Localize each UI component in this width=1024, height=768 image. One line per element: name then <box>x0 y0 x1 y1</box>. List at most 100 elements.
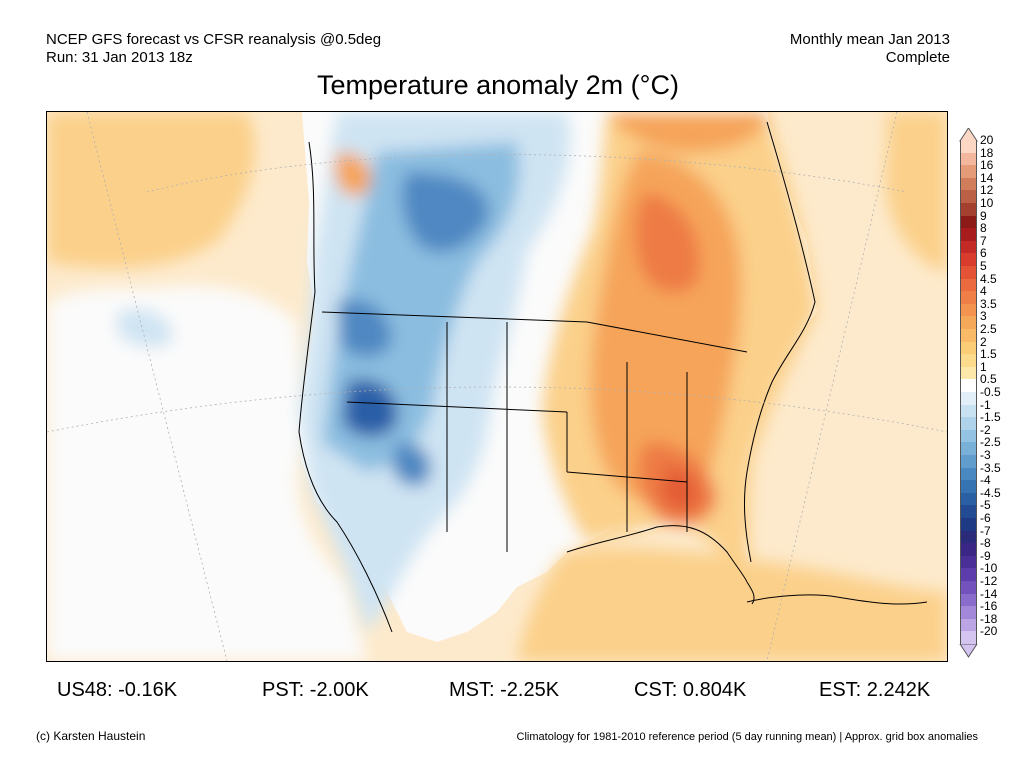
colorbar-label: 1 <box>980 359 987 374</box>
header-right: Monthly mean Jan 2013 Complete <box>790 31 950 67</box>
colorbar-label: 12 <box>980 183 994 198</box>
copyright: (c) Karsten Haustein <box>36 729 146 743</box>
colorbar-label: -3 <box>980 448 991 462</box>
colorbar-label: -14 <box>980 586 998 601</box>
colorbar-cell <box>960 606 977 620</box>
colorbar-label: 2.5 <box>980 322 997 336</box>
period-info: Monthly mean Jan 2013 <box>789 31 950 48</box>
colorbar-label: -4 <box>980 473 991 488</box>
colorbar-cell <box>960 492 977 506</box>
colorbar-cell <box>960 266 977 280</box>
colorbar-label: 18 <box>980 145 994 160</box>
colorbar-label: -20 <box>980 624 998 639</box>
colorbar-label: 9 <box>980 208 987 223</box>
colorbar-label: -12 <box>980 574 998 588</box>
colorbar-label: 3.5 <box>980 296 997 311</box>
map-canvas <box>47 112 947 661</box>
colorbar-cell <box>960 530 977 544</box>
colorbar-cell <box>960 379 977 393</box>
colorbar-cell <box>960 505 977 519</box>
colorbar-cell <box>960 404 977 418</box>
colorbar-cell <box>960 618 977 632</box>
colorbar-cell <box>960 442 977 456</box>
colorbar-cell <box>960 316 977 330</box>
colorbar-cell <box>960 303 977 317</box>
colorbar-cell <box>960 354 977 368</box>
colorbar-cell <box>960 429 977 443</box>
land-anomaly-field <box>299 112 947 661</box>
colorbar-label: 8 <box>980 221 987 236</box>
colorbar-cell <box>960 253 977 267</box>
stat-us48: US48: -0.16K <box>57 679 178 701</box>
colorbar-label: 2 <box>980 334 987 349</box>
colorbar-cell <box>960 329 977 343</box>
colorbar-label: -18 <box>980 611 998 626</box>
pacific-anomaly-field <box>47 112 947 661</box>
colorbar-label: -7 <box>980 523 991 538</box>
colorbar-label: -10 <box>980 561 998 576</box>
coastline-overlay <box>298 121 928 633</box>
colorbar-cell <box>960 140 977 154</box>
map-title: Temperature anomaly 2m (°C) <box>317 70 679 100</box>
colorbar-cell <box>960 555 977 569</box>
colorbar-cell <box>960 203 977 217</box>
stat-mst: MST: -2.25K <box>449 679 560 701</box>
colorbar-cell <box>960 417 977 431</box>
colorbar-label: -4.5 <box>980 485 1001 500</box>
colorbar-cell <box>960 467 977 481</box>
colorbar-cell <box>960 190 977 204</box>
colorbar-cell <box>960 240 977 254</box>
colorbar-label: 7 <box>980 233 987 248</box>
stat-est: EST: 2.242K <box>819 679 931 701</box>
colorbar-cell <box>960 215 977 229</box>
colorbar-cell <box>960 455 977 469</box>
colorbar-cell <box>960 228 977 242</box>
run-info: Run: 31 Jan 2013 18z <box>46 49 193 66</box>
colorbar-label: -2.5 <box>980 435 1001 450</box>
colorbar-cell <box>960 341 977 355</box>
colorbar-label: 20 <box>980 133 994 147</box>
colorbar-cell <box>960 518 977 532</box>
colorbar-cell <box>960 593 977 607</box>
colorbar-label: 4 <box>980 284 987 299</box>
colorbar-label: 6 <box>980 246 987 261</box>
colorbar-label: -6 <box>980 511 991 525</box>
colorbar-cell <box>960 543 977 557</box>
colorbar-cell <box>960 581 977 595</box>
colorbar-label: -16 <box>980 599 998 614</box>
colorbar-cell <box>960 480 977 494</box>
colorbar-label: 4.5 <box>980 271 997 286</box>
colorbar-cell <box>960 177 977 191</box>
colorbar-cell <box>960 165 977 179</box>
colorbar-cell <box>960 392 977 406</box>
colorbar-label: 1.5 <box>980 347 997 362</box>
colorbar-label: 5 <box>980 259 987 273</box>
colorbar-label: 10 <box>980 196 994 210</box>
stat-cst: CST: 0.804K <box>634 679 747 701</box>
colorbar-cell <box>960 278 977 292</box>
status-info: Complete <box>885 49 950 66</box>
colorbar-label: -9 <box>980 548 991 563</box>
colorbar-label: 0.5 <box>980 372 997 387</box>
colorbar-bottom-arrow <box>959 644 978 658</box>
colorbar-label: -5 <box>980 498 991 513</box>
colorbar-label: -2 <box>980 422 991 437</box>
colorbar-label: -0.5 <box>980 385 1001 399</box>
colorbar-cell <box>960 568 977 582</box>
colorbar-cell <box>960 152 977 166</box>
colorbar-label: -1 <box>980 397 991 412</box>
colorbar-cell <box>960 291 977 305</box>
anomaly-map <box>46 111 948 662</box>
header-left: NCEP GFS forecast vs CFSR reanalysis @0.… <box>46 31 381 67</box>
colorbar-label: -8 <box>980 536 991 551</box>
colorbar-label: 3 <box>980 309 987 324</box>
colorbar-label: 14 <box>980 170 994 185</box>
colorbar-cell <box>960 631 977 645</box>
colorbar-label: 16 <box>980 158 994 173</box>
model-info: NCEP GFS forecast vs CFSR reanalysis @0.… <box>46 31 382 48</box>
colorbar-label: -3.5 <box>980 460 1001 475</box>
stat-pst: PST: -2.00K <box>262 679 369 701</box>
colorbar-label: -1.5 <box>980 410 1001 425</box>
graticule <box>47 112 947 661</box>
climatology-note: Climatology for 1981-2010 reference peri… <box>516 731 978 743</box>
